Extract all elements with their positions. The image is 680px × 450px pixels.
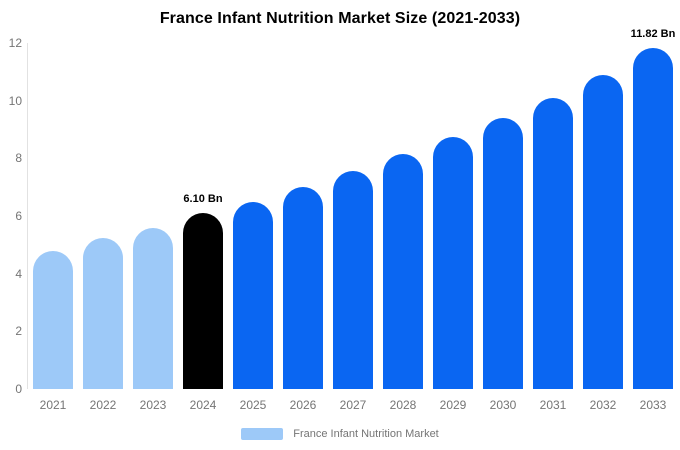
bar-slot: 2030 (478, 43, 528, 412)
bar-slot: 2031 (528, 43, 578, 412)
x-tick-label: 2021 (39, 398, 67, 412)
bar-slot: 6.10 Bn 2024 (178, 43, 228, 412)
x-tick-label: 2024 (189, 398, 217, 412)
x-tick-label: 2029 (439, 398, 467, 412)
bar-value-label-2033: 11.82 Bn (630, 28, 676, 41)
bar-2026[interactable] (283, 187, 323, 389)
chart-title: France Infant Nutrition Market Size (202… (159, 10, 521, 27)
legend-item[interactable]: France Infant Nutrition Market (0, 428, 680, 440)
bar-slot: 11.82 Bn 2033 (628, 28, 678, 412)
y-tick-label: 6 (15, 209, 22, 223)
y-tick-label: 10 (8, 93, 22, 108)
bar-slot: 2023 (128, 43, 178, 412)
y-axis-line (27, 43, 28, 389)
bar-2030[interactable] (483, 117, 523, 389)
bar-2022[interactable] (83, 237, 123, 389)
bar-slot: 2026 (278, 43, 328, 412)
bar-2029[interactable] (433, 136, 473, 389)
bar-2031[interactable] (533, 97, 573, 389)
x-tick-label: 2022 (89, 398, 117, 412)
bar-2023[interactable] (133, 227, 173, 389)
legend-label: France Infant Nutrition Market (293, 428, 439, 440)
y-tick-label: 4 (15, 266, 22, 281)
x-tick-label: 2030 (489, 398, 517, 412)
bar-slot: 2027 (328, 43, 378, 412)
x-tick-label: 2026 (289, 398, 317, 412)
bar-value-label-2024: 6.10 Bn (183, 193, 223, 206)
bar-2021[interactable] (33, 250, 73, 389)
bar-2025[interactable] (233, 201, 273, 389)
x-tick-label: 2028 (389, 398, 417, 412)
bar-2028[interactable] (383, 154, 423, 389)
bar-slot: 2028 (378, 43, 428, 412)
x-tick-label: 2032 (589, 398, 617, 412)
bar-slot: 2029 (428, 43, 478, 412)
bar-2032[interactable] (583, 74, 623, 389)
bar-2033[interactable] (633, 48, 673, 389)
y-tick-label: 12 (8, 36, 22, 50)
plot-area: 2021 2022 2023 6.10 Bn 2024 2025 2026 2027 2028 2… (28, 28, 678, 412)
x-tick-label: 2025 (239, 398, 267, 412)
x-tick-label: 2031 (539, 398, 567, 412)
bar-slot: 2032 (578, 43, 628, 412)
bar-slot: 2025 (228, 43, 278, 412)
y-tick-label: 0 (15, 382, 22, 396)
y-axis: 0 2 4 6 8 10 12 (0, 36, 22, 396)
x-tick-label: 2033 (639, 398, 667, 412)
bar-slot: 2021 (28, 43, 78, 412)
bar-2024[interactable] (183, 213, 223, 389)
x-tick-label: 2023 (139, 398, 167, 412)
bar-2027[interactable] (333, 171, 373, 389)
y-tick-label: 2 (15, 324, 22, 339)
x-tick-label: 2027 (339, 398, 367, 412)
bar-slot: 2022 (78, 43, 128, 412)
legend-swatch (241, 428, 284, 440)
y-tick-label: 8 (15, 151, 22, 166)
